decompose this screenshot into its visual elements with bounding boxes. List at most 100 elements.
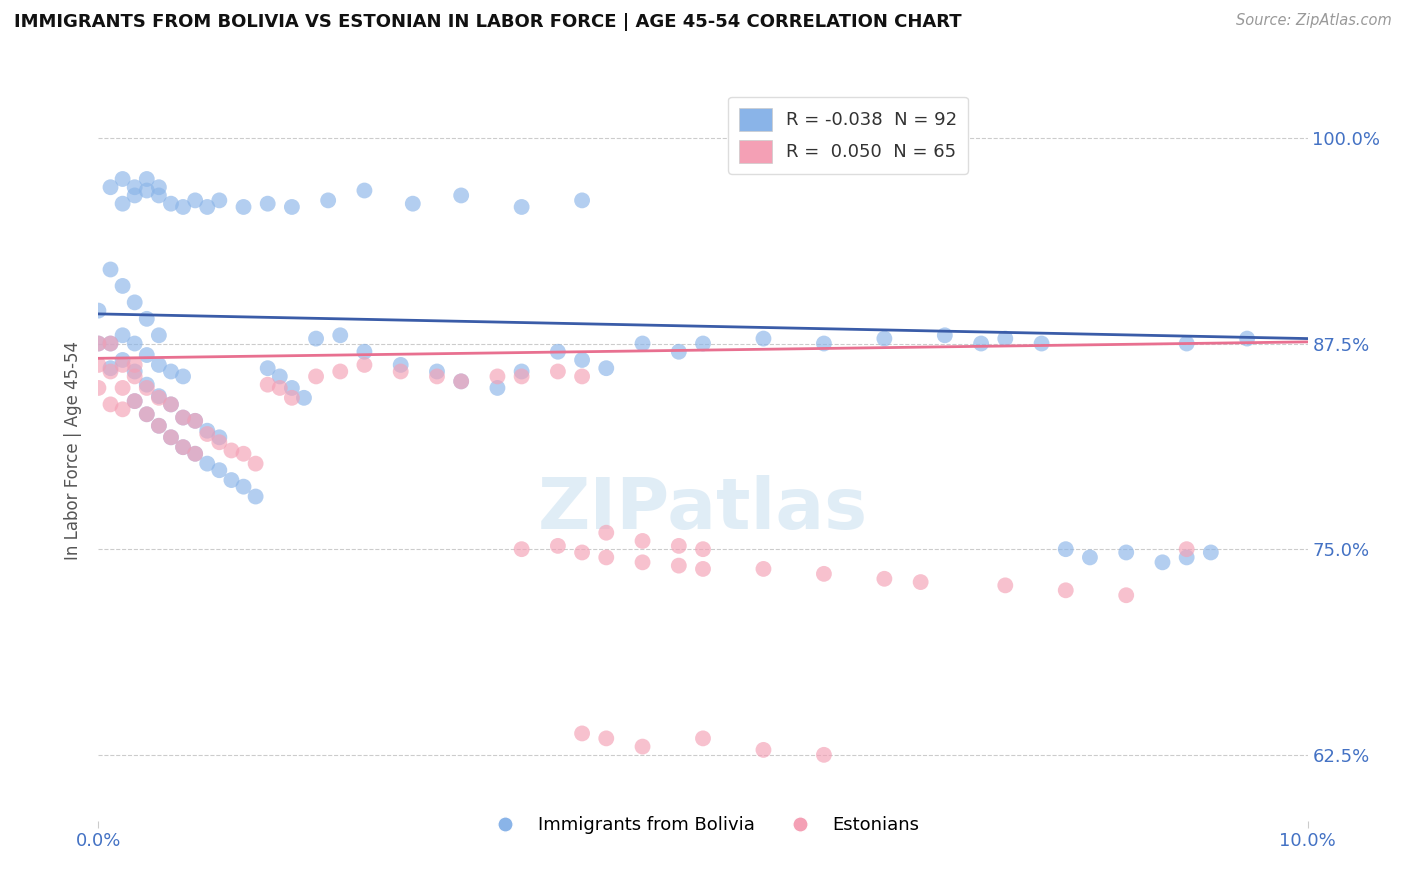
Point <box>232 447 254 461</box>
Point <box>124 180 146 194</box>
Point <box>510 369 533 384</box>
Point <box>402 196 425 211</box>
Point <box>124 394 146 409</box>
Point <box>124 364 146 378</box>
Point <box>305 332 328 346</box>
Point <box>100 397 122 411</box>
Point <box>245 490 267 504</box>
Point <box>135 381 157 395</box>
Point <box>1199 545 1222 559</box>
Point <box>353 184 375 198</box>
Point <box>100 262 122 277</box>
Point <box>813 747 835 762</box>
Point <box>195 424 218 438</box>
Point <box>111 172 134 186</box>
Point <box>232 480 254 494</box>
Point <box>124 295 146 310</box>
Point <box>1175 550 1198 565</box>
Point <box>631 555 654 569</box>
Point <box>269 381 291 395</box>
Point <box>1031 336 1053 351</box>
Point <box>752 332 775 346</box>
Point <box>1078 550 1101 565</box>
Point <box>184 447 207 461</box>
Point <box>692 542 714 557</box>
Point <box>292 391 315 405</box>
Point <box>195 427 218 442</box>
Point <box>692 731 714 746</box>
Point <box>910 575 932 590</box>
Point <box>100 180 122 194</box>
Point <box>184 414 207 428</box>
Point <box>1054 583 1077 598</box>
Point <box>934 328 956 343</box>
Point <box>994 332 1017 346</box>
Point <box>148 188 170 202</box>
Point <box>752 562 775 576</box>
Point <box>571 194 593 208</box>
Point <box>450 375 472 389</box>
Point <box>184 194 207 208</box>
Point <box>510 200 533 214</box>
Point <box>111 279 134 293</box>
Point <box>1152 555 1174 569</box>
Point <box>1175 542 1198 557</box>
Point <box>195 457 218 471</box>
Point <box>148 180 170 194</box>
Point <box>547 539 569 553</box>
Point <box>87 336 110 351</box>
Point <box>1054 542 1077 557</box>
Point <box>994 578 1017 592</box>
Point <box>208 463 231 477</box>
Point <box>124 188 146 202</box>
Point <box>100 336 122 351</box>
Point <box>100 361 122 376</box>
Point <box>571 353 593 368</box>
Point <box>269 369 291 384</box>
Point <box>547 364 569 378</box>
Point <box>124 369 146 384</box>
Point <box>813 566 835 581</box>
Point <box>595 525 617 540</box>
Point <box>450 188 472 202</box>
Point <box>595 550 617 565</box>
Point <box>160 196 183 211</box>
Point <box>135 348 157 362</box>
Point <box>135 407 157 421</box>
Text: Source: ZipAtlas.com: Source: ZipAtlas.com <box>1236 13 1392 29</box>
Point <box>873 572 896 586</box>
Point <box>87 381 110 395</box>
Point <box>135 407 157 421</box>
Point <box>160 397 183 411</box>
Point <box>148 389 170 403</box>
Point <box>172 410 194 425</box>
Point <box>316 194 339 208</box>
Point <box>111 358 134 372</box>
Point <box>172 440 194 454</box>
Point <box>124 394 146 409</box>
Point <box>100 336 122 351</box>
Point <box>281 381 304 395</box>
Point <box>813 336 835 351</box>
Point <box>631 533 654 548</box>
Point <box>245 457 267 471</box>
Text: ZIPatlas: ZIPatlas <box>538 475 868 544</box>
Point <box>172 410 194 425</box>
Point <box>87 336 110 351</box>
Point <box>256 377 278 392</box>
Point <box>1236 332 1258 346</box>
Point <box>353 358 375 372</box>
Point <box>148 328 170 343</box>
Point <box>426 369 449 384</box>
Legend: Immigrants from Bolivia, Estonians: Immigrants from Bolivia, Estonians <box>479 809 927 841</box>
Point <box>160 364 183 378</box>
Point <box>195 200 218 214</box>
Point <box>208 194 231 208</box>
Point <box>692 336 714 351</box>
Point <box>111 402 134 417</box>
Point <box>281 391 304 405</box>
Point <box>486 369 509 384</box>
Point <box>595 361 617 376</box>
Point <box>752 743 775 757</box>
Point <box>256 361 278 376</box>
